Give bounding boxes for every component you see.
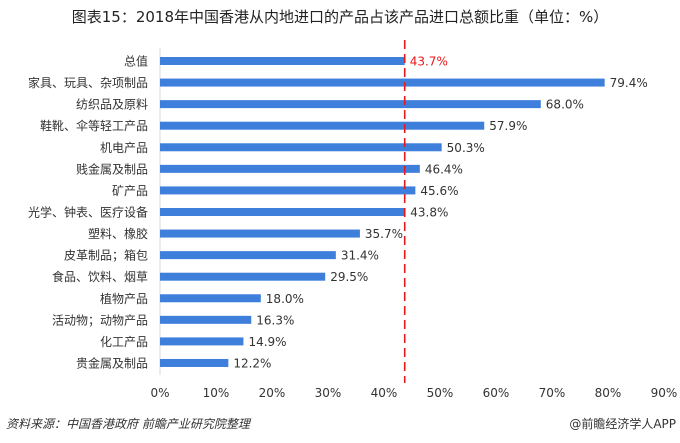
data-label: 18.0% — [266, 292, 304, 306]
data-label: 50.3% — [447, 141, 485, 155]
data-label: 29.5% — [330, 270, 368, 284]
bar — [160, 78, 605, 87]
data-label: 16.3% — [256, 313, 294, 327]
x-tick-label: 80% — [595, 386, 622, 400]
brand-label: @前瞻经济学人APP — [569, 417, 676, 431]
bar — [160, 251, 336, 260]
category-label: 植物产品 — [100, 291, 148, 306]
category-label: 食品、饮料、烟草 — [52, 269, 148, 284]
data-label: 35.7% — [365, 227, 403, 241]
bar — [160, 164, 420, 173]
x-tick-label: 10% — [203, 386, 230, 400]
category-label: 光学、钟表、医疗设备 — [28, 204, 148, 219]
data-label: 43.8% — [410, 205, 448, 219]
x-tick-label: 0% — [150, 386, 169, 400]
data-label: 57.9% — [489, 119, 527, 133]
source-note: 资料来源：中国香港政府 前瞻产业研究院整理 — [6, 417, 250, 431]
bar — [160, 315, 252, 324]
category-label: 化工产品 — [100, 335, 148, 349]
bar — [160, 121, 485, 130]
category-label: 矿产品 — [112, 184, 148, 198]
bar — [160, 294, 261, 303]
category-label: 皮革制品；箱包 — [64, 248, 148, 263]
category-label: 纺织品及原料 — [76, 98, 148, 112]
bar — [160, 100, 541, 109]
x-tick-label: 20% — [259, 386, 286, 400]
data-label: 12.2% — [233, 356, 271, 370]
x-tick-label: 60% — [483, 386, 510, 400]
data-label: 79.4% — [610, 76, 648, 90]
category-label: 塑料、橡胶 — [88, 226, 148, 241]
data-label: 43.7% — [410, 55, 448, 69]
category-label: 贵金属及制品 — [76, 355, 148, 370]
bar — [160, 272, 326, 281]
bar — [160, 337, 244, 346]
x-tick-label: 90% — [651, 386, 678, 400]
data-label: 45.6% — [420, 184, 458, 198]
bar — [160, 57, 405, 65]
data-label: 68.0% — [546, 98, 584, 112]
bar — [160, 143, 442, 152]
category-label: 总值 — [124, 54, 148, 69]
x-tick-label: 30% — [315, 386, 342, 400]
bar — [160, 186, 416, 195]
category-label: 家具、玩具、杂项制品 — [28, 75, 148, 90]
data-label: 31.4% — [341, 249, 379, 263]
bar — [160, 229, 360, 238]
x-tick-label: 70% — [539, 386, 566, 400]
data-label: 46.4% — [425, 162, 463, 176]
x-tick-label: 40% — [371, 386, 398, 400]
bar — [160, 358, 229, 367]
x-tick-label: 50% — [427, 386, 454, 400]
category-label: 贱金属及制品 — [76, 161, 148, 176]
category-label: 鞋靴、伞等轻工产品 — [40, 118, 148, 133]
category-label: 活动物；动物产品 — [52, 313, 148, 327]
chart-title: 图表15：2018年中国香港从内地进口的产品占该产品进口总额比重（单位：%） — [71, 8, 609, 26]
data-label: 14.9% — [248, 335, 286, 349]
category-label: 机电产品 — [100, 141, 148, 155]
bar — [160, 207, 406, 216]
